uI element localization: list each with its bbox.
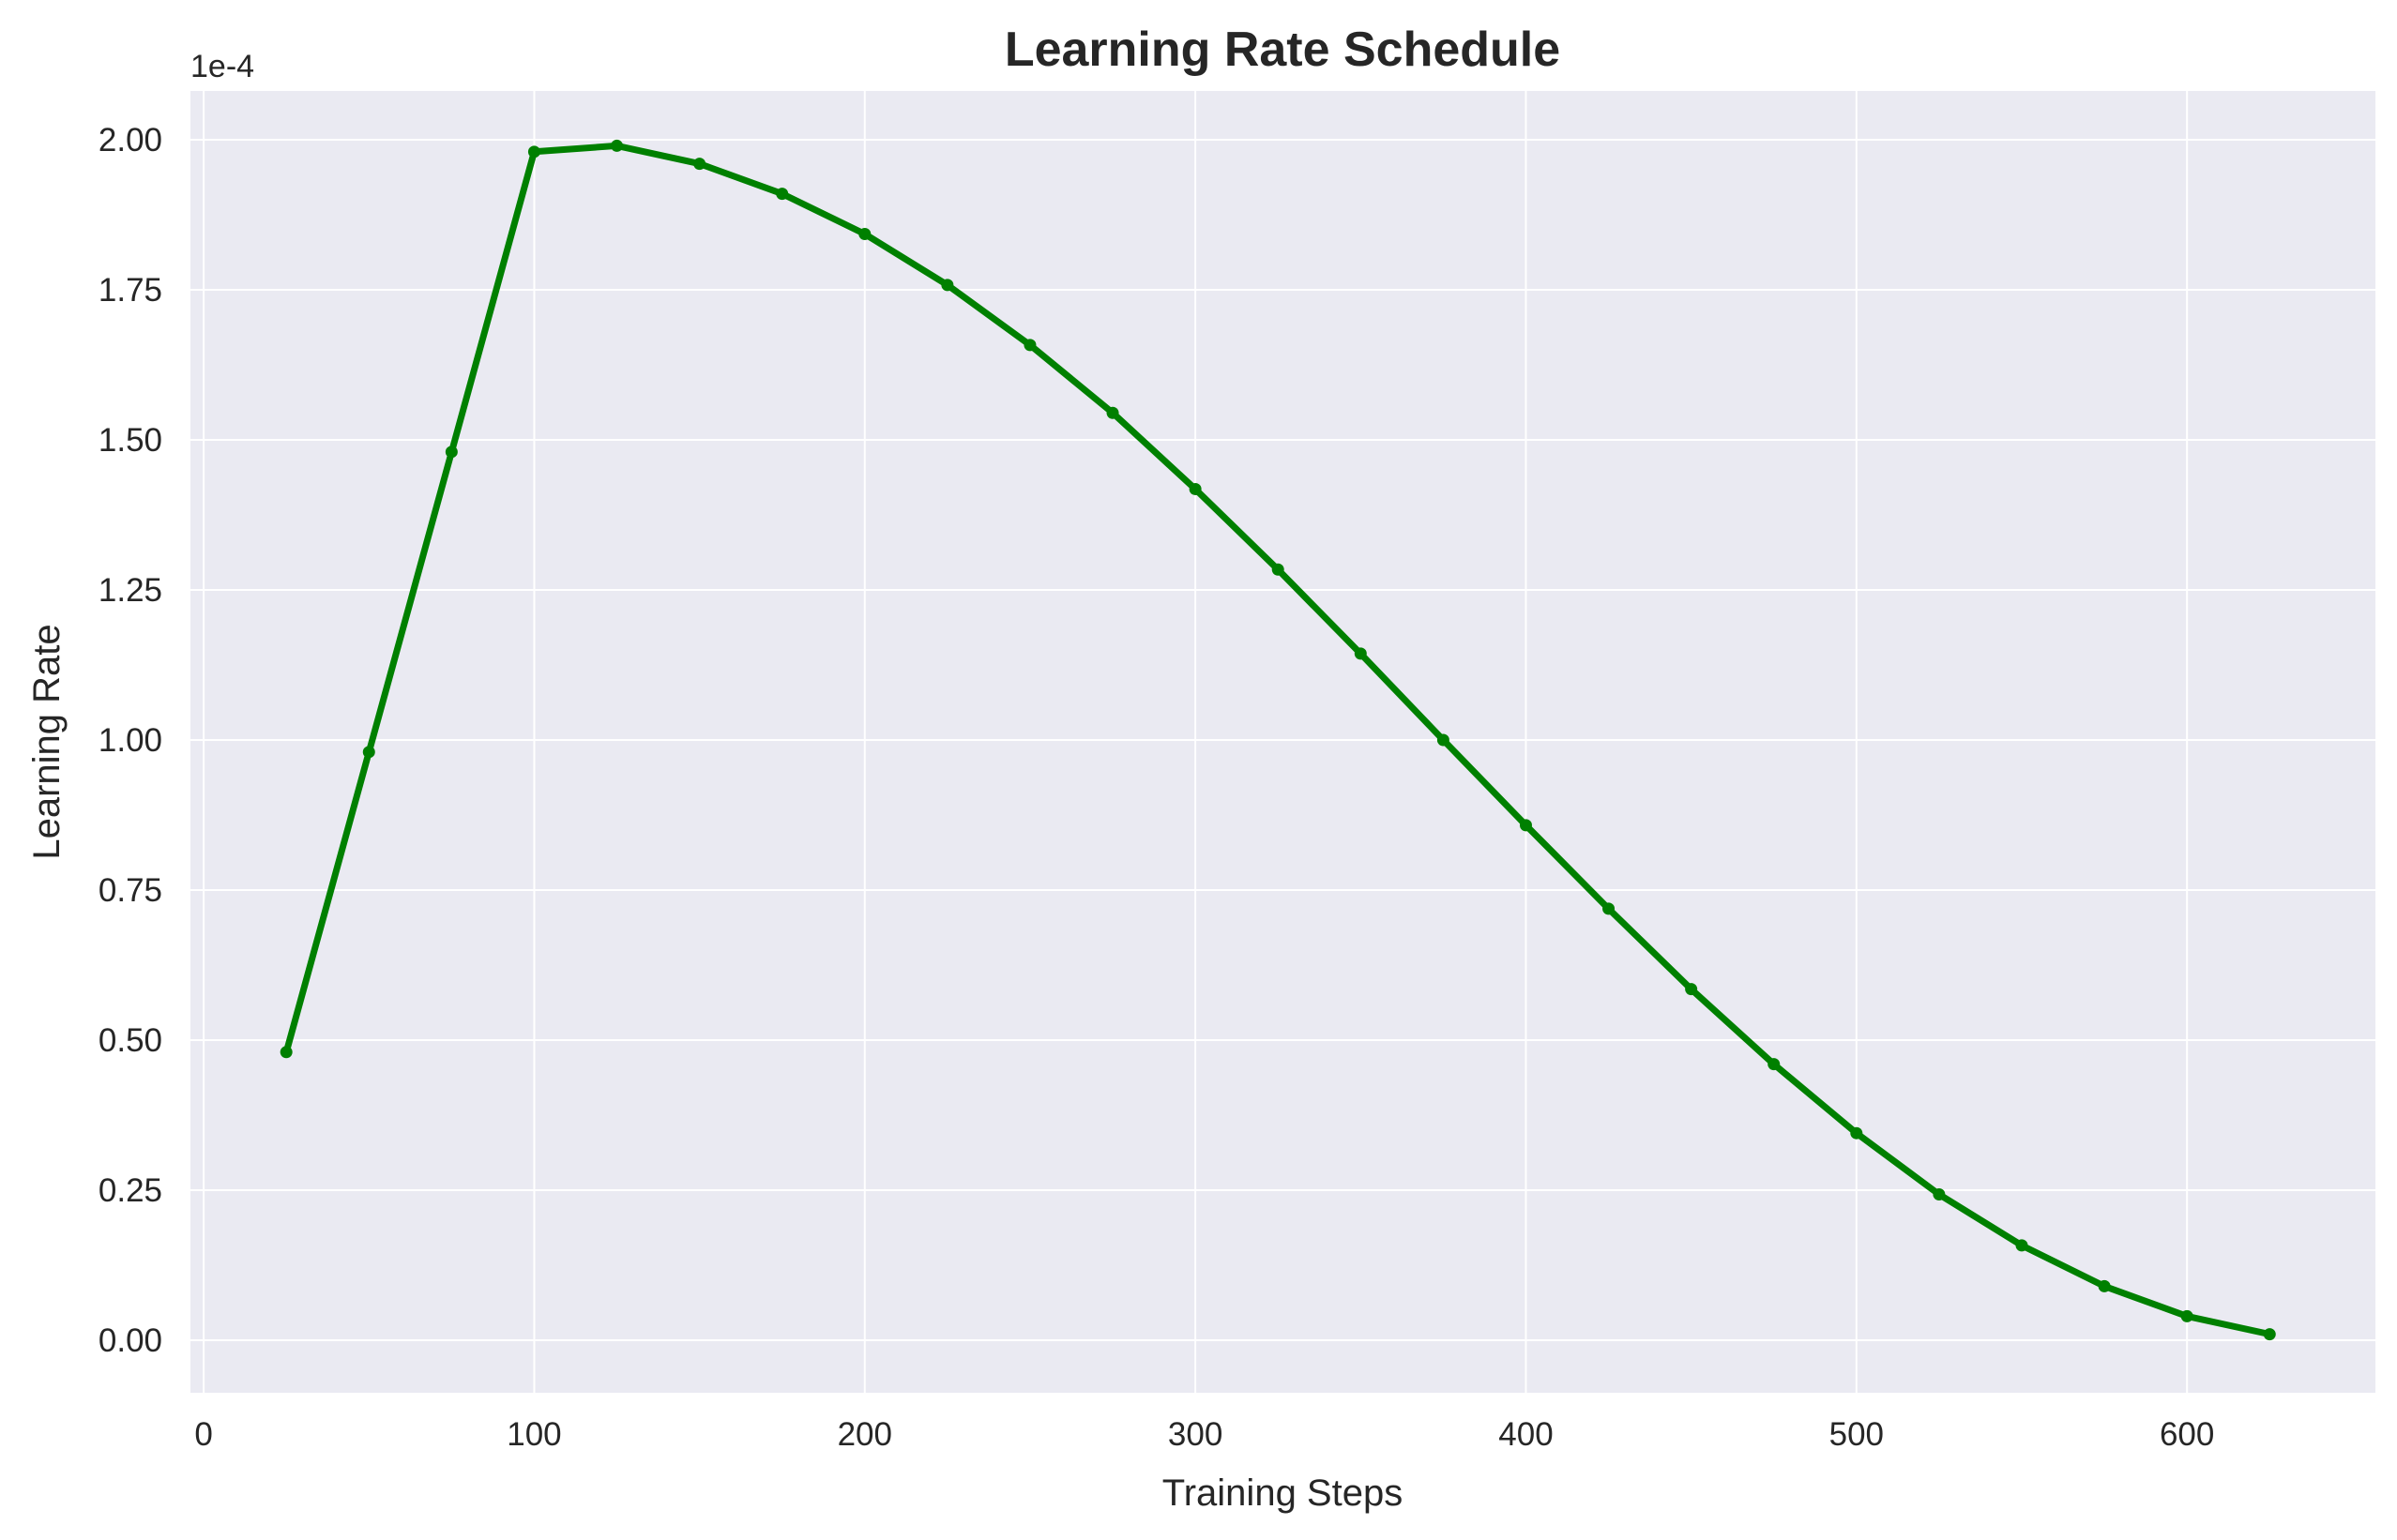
data-point — [1189, 483, 1202, 496]
y-tick-label: 1.75 — [99, 272, 162, 309]
data-point — [1933, 1187, 1946, 1200]
data-point — [527, 145, 540, 159]
y-tick-label: 0.75 — [99, 872, 162, 909]
data-point — [2263, 1328, 2276, 1341]
data-point — [1271, 563, 1284, 576]
x-tick-labels: 0 100 200 300 400 500 600 — [194, 1416, 2214, 1453]
y-tick-label: 0.25 — [99, 1172, 162, 1209]
x-tick-label: 500 — [1829, 1416, 1884, 1453]
data-point — [941, 279, 954, 292]
data-point — [1354, 647, 1367, 660]
series-layer — [280, 139, 2276, 1341]
data-point — [858, 228, 872, 241]
data-point — [1602, 902, 1616, 915]
data-point — [362, 746, 375, 759]
x-tick-label: 600 — [2160, 1416, 2214, 1453]
data-point — [1024, 339, 1037, 352]
y-tick-label: 0.50 — [99, 1022, 162, 1059]
data-point — [2180, 1309, 2193, 1322]
y-tick-label: 1.50 — [99, 422, 162, 459]
plot-area — [190, 91, 2375, 1393]
data-point — [1519, 819, 1532, 832]
chart-title: Learning Rate Schedule — [1005, 23, 1560, 77]
x-tick-label: 100 — [507, 1416, 561, 1453]
y-offset-label: 1e-4 — [190, 49, 254, 84]
y-tick-label: 1.25 — [99, 572, 162, 609]
grid-lines — [190, 91, 2375, 1393]
data-point — [1436, 733, 1449, 747]
data-point — [280, 1046, 293, 1059]
data-point — [611, 139, 624, 152]
y-tick-label: 1.00 — [99, 722, 162, 759]
data-point — [2015, 1239, 2028, 1252]
x-tick-label: 400 — [1498, 1416, 1553, 1453]
data-point — [693, 158, 706, 171]
data-point — [1850, 1126, 1863, 1140]
data-point — [1767, 1058, 1781, 1071]
x-axis-label: Training Steps — [1162, 1472, 1403, 1514]
x-tick-label: 200 — [838, 1416, 892, 1453]
y-axis-label: Learning Rate — [26, 624, 68, 859]
x-tick-label: 0 — [194, 1416, 212, 1453]
data-point — [1685, 983, 1698, 996]
y-tick-label: 2.00 — [99, 122, 162, 159]
data-point — [1106, 406, 1119, 419]
data-point — [2098, 1279, 2111, 1292]
data-point — [445, 445, 458, 459]
y-tick-label: 0.00 — [99, 1322, 162, 1359]
y-tick-labels: 0.00 0.25 0.50 0.75 1.00 1.25 1.50 1.75 2.00 — [99, 122, 162, 1359]
data-point — [776, 188, 789, 201]
x-tick-label: 300 — [1168, 1416, 1222, 1453]
